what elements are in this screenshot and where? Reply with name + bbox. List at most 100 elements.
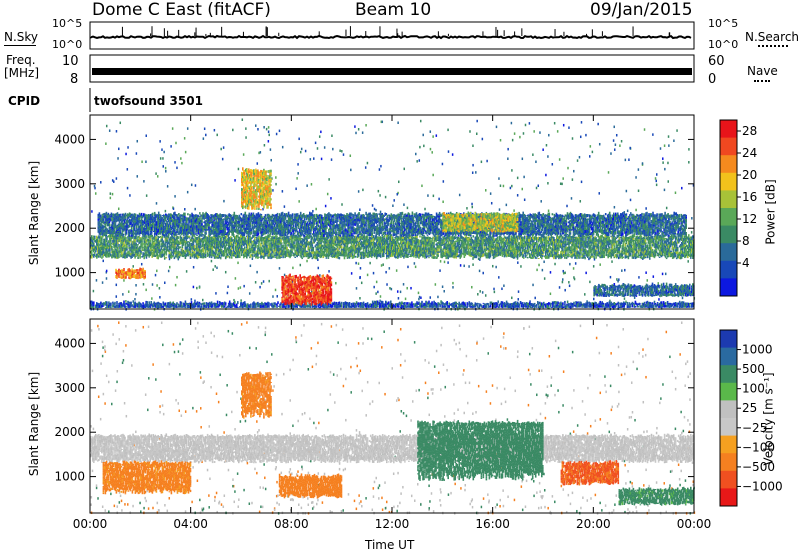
scatter-pixel: [268, 126, 270, 129]
scatter-pixel: [327, 193, 329, 196]
scatter-pixel: [117, 157, 119, 160]
scatter-pixel: [362, 189, 364, 192]
scatter-pixel: [511, 122, 513, 125]
scatter-pixel: [492, 265, 494, 268]
scatter-pixel: [563, 270, 565, 273]
scatter-pixel: [673, 139, 675, 142]
scatter-pixel: [466, 207, 468, 210]
scatter-pixel: [478, 258, 480, 261]
scatter-pixel: [145, 161, 147, 164]
scatter-pixel: [676, 129, 678, 132]
scatter-pixel: [312, 210, 314, 213]
echo-cell: [169, 250, 171, 252]
scatter-pixel: [589, 281, 591, 284]
scatter-pixel: [544, 277, 546, 280]
scatter-pixel: [660, 147, 662, 150]
scatter-pixel: [211, 260, 213, 263]
scatter-pixel: [268, 280, 270, 283]
scatter-pixel: [405, 298, 407, 301]
echo-cell: [101, 237, 103, 241]
scatter-pixel: [511, 185, 513, 188]
scatter-pixel: [592, 151, 594, 154]
scatter-pixel: [476, 133, 478, 136]
scatter-pixel: [156, 284, 158, 287]
scatter-pixel: [146, 134, 148, 137]
scatter-pixel: [662, 273, 664, 276]
scatter-pixel: [444, 261, 446, 264]
scatter-pixel: [367, 274, 369, 277]
scatter-pixel: [572, 178, 574, 181]
scatter-pixel: [688, 148, 690, 151]
scatter-pixel: [396, 269, 398, 272]
echo-cell: [126, 248, 128, 250]
echo-cell: [136, 246, 138, 248]
scatter-pixel: [665, 273, 667, 276]
scatter-pixel: [276, 133, 278, 136]
scatter-pixel: [569, 285, 571, 288]
echo-cell: [109, 249, 111, 252]
scatter-pixel: [442, 163, 444, 166]
scatter-pixel: [193, 286, 195, 289]
scatter-pixel: [341, 150, 343, 153]
echo-cell: [92, 240, 94, 243]
scatter-pixel: [645, 207, 647, 210]
scatter-pixel: [362, 131, 364, 134]
scatter-pixel: [318, 267, 320, 270]
scatter-pixel: [116, 177, 118, 180]
scatter-pixel: [561, 183, 563, 186]
scatter-pixel: [403, 203, 405, 206]
scatter-pixel: [296, 177, 298, 180]
scatter-pixel: [270, 148, 272, 151]
scatter-pixel: [238, 168, 240, 171]
scatter-pixel: [222, 158, 224, 161]
scatter-pixel: [137, 175, 139, 178]
scatter-pixel: [135, 293, 137, 296]
scatter-pixel: [175, 284, 177, 287]
scatter-pixel: [242, 118, 244, 121]
scatter-pixel: [122, 293, 124, 296]
scatter-pixel: [167, 185, 169, 188]
scatter-pixel: [438, 198, 440, 201]
echo-cell: [162, 238, 164, 240]
scatter-pixel: [616, 134, 618, 137]
scatter-pixel: [664, 144, 666, 147]
scatter-pixel: [328, 178, 330, 181]
echo-cell: [145, 237, 147, 238]
scatter-pixel: [161, 148, 163, 151]
scatter-pixel: [536, 269, 538, 272]
scatter-pixel: [548, 210, 550, 213]
scatter-pixel: [476, 120, 478, 123]
scatter-pixel: [580, 136, 582, 139]
scatter-pixel: [469, 130, 471, 133]
scatter-pixel: [315, 142, 317, 145]
echo-cell: [129, 241, 131, 243]
scatter-pixel: [656, 180, 658, 183]
scatter-pixel: [656, 173, 658, 176]
scatter-pixel: [176, 276, 178, 279]
scatter-pixel: [378, 190, 380, 193]
scatter-pixel: [156, 202, 158, 205]
scatter-pixel: [214, 265, 216, 268]
echo-cell: [95, 251, 97, 253]
scatter-pixel: [135, 284, 137, 287]
scatter-pixel: [159, 140, 161, 143]
scatter-pixel: [658, 282, 660, 285]
scatter-pixel: [518, 298, 520, 301]
scatter-pixel: [389, 287, 391, 290]
scatter-pixel: [430, 130, 432, 133]
scatter-pixel: [160, 157, 162, 160]
scatter-pixel: [215, 292, 217, 295]
scatter-pixel: [389, 267, 391, 270]
scatter-pixel: [298, 138, 300, 141]
scatter-pixel: [564, 272, 566, 275]
freq-trace: [92, 68, 692, 75]
scatter-pixel: [562, 278, 564, 281]
scatter-pixel: [563, 124, 565, 127]
scatter-pixel: [132, 265, 134, 268]
scatter-pixel: [522, 188, 524, 191]
scatter-pixel: [610, 152, 612, 155]
scatter-pixel: [382, 263, 384, 266]
scatter-pixel: [249, 292, 251, 295]
scatter-pixel: [468, 265, 470, 268]
echo-cell: [166, 257, 168, 259]
